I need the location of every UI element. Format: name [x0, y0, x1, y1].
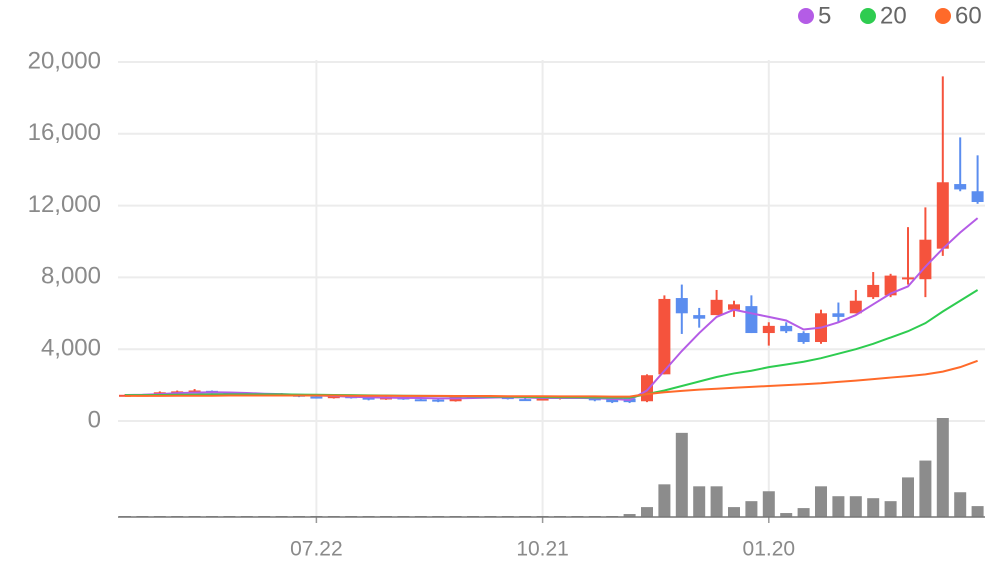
- y-tick-label: 16,000: [28, 119, 101, 146]
- candle-body: [710, 299, 723, 316]
- candle-body: [745, 306, 758, 334]
- candle-body: [536, 398, 549, 401]
- volume-bar: [849, 496, 862, 517]
- y-tick-label: 20,000: [28, 47, 101, 74]
- candle-body: [780, 325, 793, 332]
- volume-bar: [693, 486, 706, 517]
- volume-bar: [971, 506, 984, 517]
- candle-body: [310, 396, 323, 399]
- ma-line: [124, 217, 979, 402]
- candle-body: [762, 325, 775, 334]
- candle-body: [728, 304, 740, 310]
- volume-bar: [623, 514, 636, 517]
- y-tick-label: 4,000: [41, 335, 101, 362]
- candle-body: [936, 182, 949, 249]
- candle-body: [362, 397, 375, 400]
- volume-bar: [902, 477, 914, 517]
- volume-bar: [658, 484, 671, 517]
- volume-bar: [762, 491, 775, 517]
- volume-bar: [780, 513, 793, 517]
- candle-body: [188, 390, 201, 393]
- y-tick-label: 8,000: [41, 263, 101, 290]
- volume-bar: [728, 507, 740, 517]
- volume-bar: [936, 418, 949, 517]
- ma-line: [125, 359, 978, 398]
- candle-body: [675, 298, 688, 314]
- legend-label: 60: [955, 2, 982, 29]
- candle-body: [414, 399, 427, 402]
- y-tick-label: 12,000: [28, 191, 101, 218]
- x-tick-label: 10.21: [516, 538, 569, 561]
- candle-body: [519, 399, 532, 402]
- x-tick-label: 07.22: [290, 538, 343, 561]
- x-tick-label: 01.20: [743, 538, 796, 561]
- candle-body: [867, 284, 880, 298]
- volume-bar: [815, 486, 827, 517]
- candle-body: [641, 375, 653, 402]
- legend-label: 5: [818, 2, 831, 29]
- candle-body: [971, 191, 984, 203]
- volume-bar: [867, 498, 880, 517]
- candle-body: [832, 313, 845, 317]
- volume-bar: [797, 508, 810, 517]
- candle-body: [658, 298, 671, 375]
- candle-body: [797, 333, 810, 343]
- legend-marker: [860, 8, 876, 24]
- candle-body: [849, 300, 862, 314]
- candle-body: [919, 239, 932, 280]
- legend-marker: [798, 8, 814, 24]
- volume-bar: [641, 507, 653, 517]
- legend-marker: [935, 8, 951, 24]
- volume-bar: [919, 460, 932, 517]
- candle-body: [884, 275, 897, 296]
- candle-body: [954, 184, 967, 190]
- volume-bar: [954, 492, 967, 517]
- candle-body: [693, 315, 706, 319]
- volume-bar: [884, 501, 897, 517]
- candle-body: [902, 277, 914, 280]
- y-tick-label: 0: [88, 406, 101, 433]
- candle-body: [432, 399, 445, 402]
- volume-bar: [710, 486, 723, 517]
- volume-bar: [675, 432, 688, 517]
- legend-label: 20: [880, 2, 907, 29]
- candle-body: [606, 399, 619, 403]
- volume-bar: [832, 496, 845, 517]
- volume-bar: [745, 501, 758, 517]
